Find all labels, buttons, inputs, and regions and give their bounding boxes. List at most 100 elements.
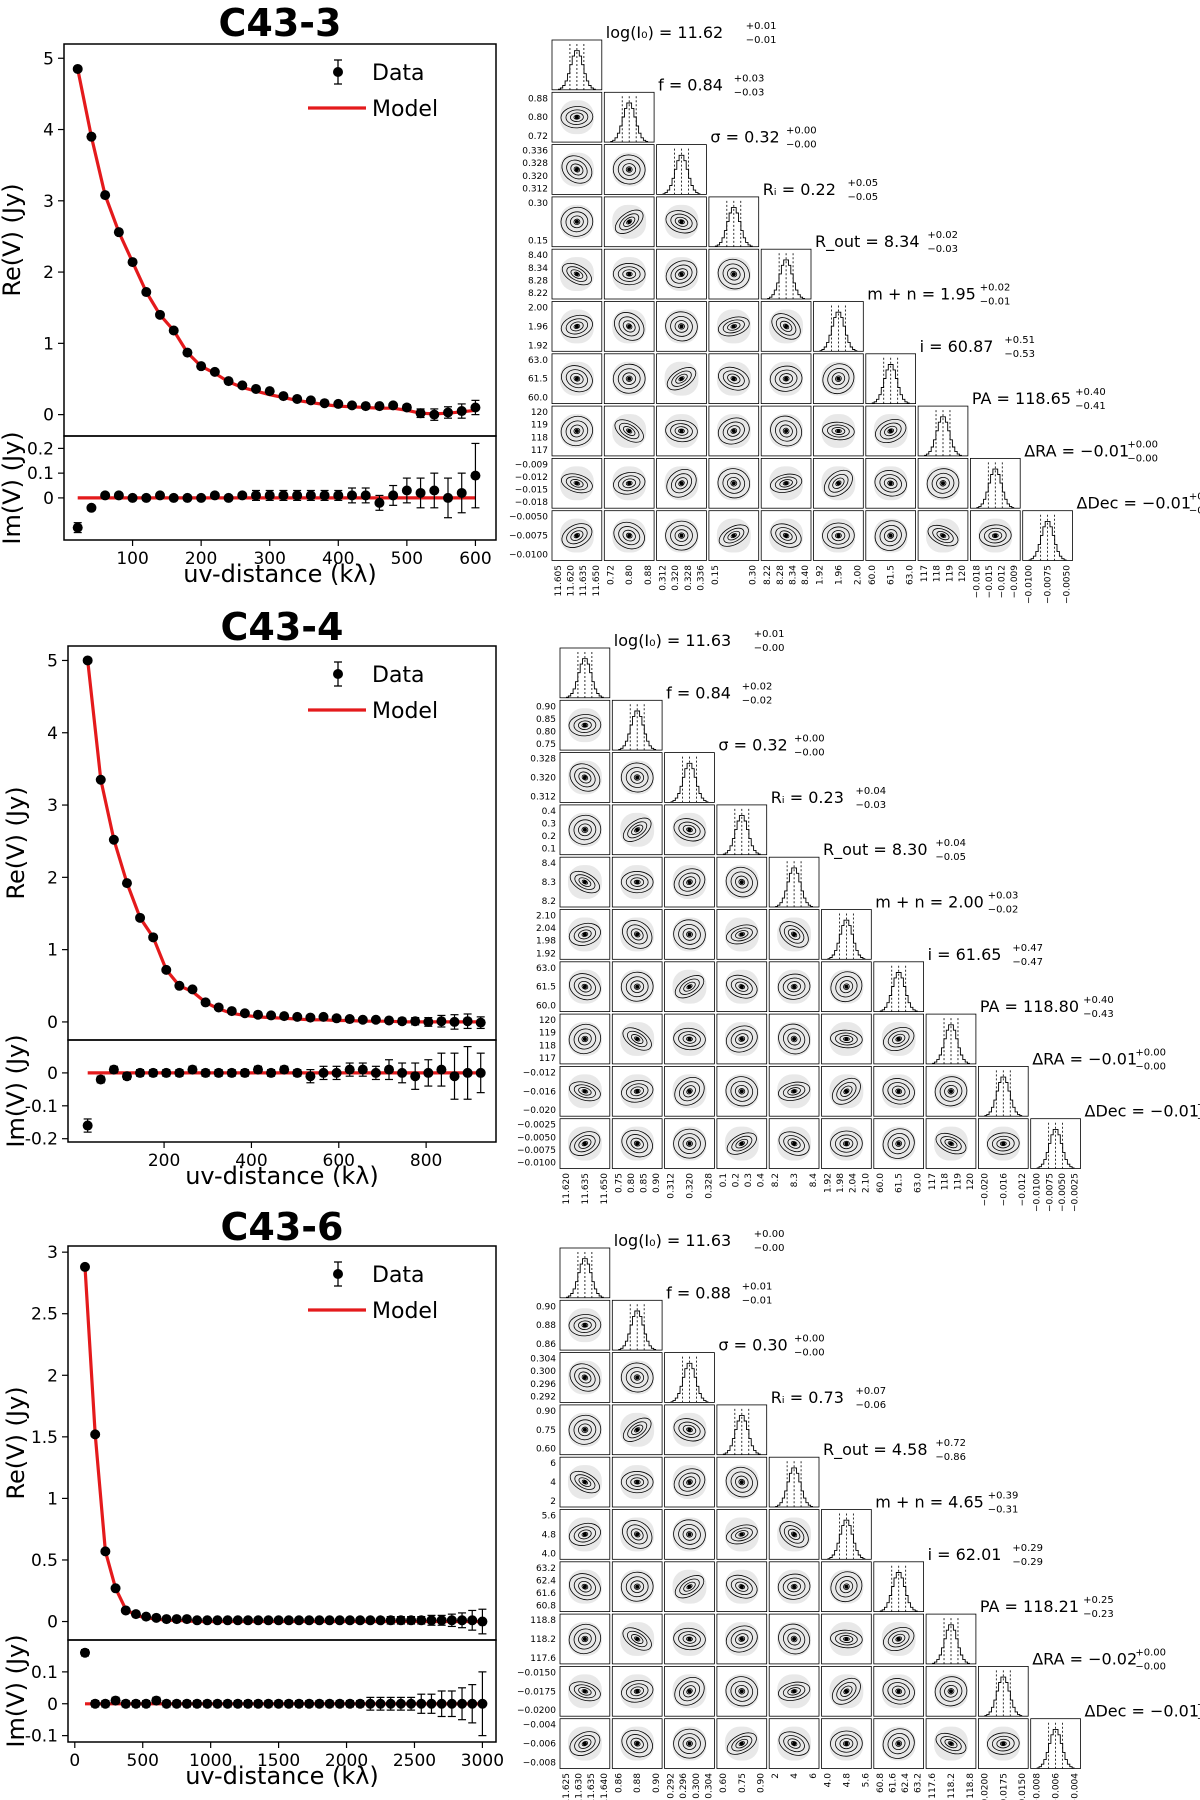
data-point: [209, 490, 220, 501]
corner-x-tick-label: 62.4: [901, 1773, 911, 1793]
data-point: [324, 1698, 335, 1709]
corner-y-tick-label: 117: [531, 446, 548, 456]
corner-x-tick-label: 1.92: [824, 1173, 834, 1193]
posterior-contour: [622, 426, 636, 436]
corner-x-tick-label: 0.336: [696, 565, 706, 591]
param-err-minus: −0.47: [1012, 957, 1043, 968]
posterior-contour: [565, 420, 589, 442]
posterior-contour: [678, 271, 685, 277]
data-point: [237, 380, 248, 391]
posterior-peak: [582, 723, 587, 728]
posterior-contour: [578, 980, 592, 993]
posterior-contour: [782, 427, 790, 435]
posterior-contour: [573, 1628, 597, 1650]
corner-y-tick-label: 118: [539, 1041, 556, 1051]
data-point: [82, 655, 93, 666]
data-point: [86, 131, 97, 142]
posterior-peak: [844, 1584, 849, 1589]
posterior-peak: [739, 1741, 744, 1746]
data-point: [314, 1698, 325, 1709]
posterior-peak: [582, 1480, 587, 1485]
corner-y-tick-label: 61.6: [536, 1589, 556, 1599]
data-point: [436, 1016, 447, 1027]
posterior-contour: [683, 981, 696, 992]
posterior-contour: [926, 468, 960, 499]
posterior-contour: [738, 984, 746, 990]
posterior-contour: [730, 1680, 754, 1702]
x-axis-label: uv-distance (kλ): [185, 1162, 379, 1190]
posterior-peak: [679, 219, 684, 224]
posterior-peak: [739, 1480, 744, 1485]
posterior-contour: [682, 1424, 697, 1435]
data-point: [333, 398, 344, 409]
corner-x-tick-label: 117.6: [928, 1773, 938, 1799]
posterior-contour: [574, 1367, 596, 1388]
corner-y-tick-label: 120: [531, 408, 548, 418]
param-err-plus: +0.39: [988, 1491, 1019, 1502]
posterior-contour: [568, 814, 602, 845]
posterior-contour: [782, 977, 806, 996]
posterior-contour: [738, 1584, 746, 1590]
data-point: [374, 497, 385, 508]
data-point: [155, 490, 165, 501]
joint-posterior-frame: [716, 1118, 768, 1169]
data-point: [141, 1698, 152, 1709]
posterior-peak: [739, 1141, 744, 1146]
posterior-contour: [717, 468, 751, 499]
posterior-contour: [835, 1032, 858, 1046]
corner-y-tick-label: −0.020: [523, 1106, 557, 1116]
y-tick-label: 0.1: [27, 464, 54, 484]
posterior-peak: [731, 481, 736, 486]
posterior-contour: [614, 312, 645, 341]
data-point: [148, 932, 159, 943]
posterior-contour: [581, 722, 589, 728]
data-point: [467, 1698, 478, 1709]
param-err-plus: +0.07: [856, 1386, 887, 1397]
posterior-contour: [578, 1371, 592, 1384]
param-err-minus: −0.01: [742, 1295, 773, 1306]
chart-panel-3: C43-6 0 0.5 1 1.5 2 2.5 3 Re(V) (Jy) -0.1 0 0.1Im(V…: [2, 1205, 504, 1790]
imag-subplot: -0.1 0 0.1Im(V) (Jy): [2, 1634, 497, 1748]
param-err-plus: +0.05: [848, 178, 879, 189]
posterior-contour: [678, 219, 685, 225]
data-point: [82, 1120, 93, 1131]
posterior-contour: [612, 363, 646, 394]
posterior-contour: [735, 981, 749, 992]
posterior-contour: [569, 870, 600, 894]
posterior-contour: [573, 375, 581, 382]
posterior-contour: [560, 314, 593, 338]
corner-y-tick-label: 60.0: [528, 394, 548, 404]
corner-x-tick-label: 11.620: [567, 565, 577, 597]
posterior-contour: [673, 1627, 706, 1651]
posterior-contour: [895, 1036, 902, 1042]
legend-label-data: Data: [372, 61, 425, 86]
param-label: R_out = 4.58: [823, 1440, 928, 1460]
posterior-contour: [726, 1732, 757, 1755]
posterior-contour: [622, 920, 653, 949]
posterior-contour: [934, 1676, 968, 1707]
corner-x-tick-label: 0.88: [633, 1773, 643, 1793]
param-label: m + n = 2.00: [875, 893, 984, 912]
marginal-histogram: [670, 1362, 709, 1403]
data-point: [416, 1698, 427, 1709]
posterior-peak: [792, 1637, 797, 1641]
posterior-contour: [791, 1531, 798, 1538]
data-point: [192, 1698, 203, 1709]
posterior-contour: [569, 1731, 601, 1756]
posterior-contour: [830, 1730, 863, 1757]
param-label: log(I₀) = 11.63: [614, 631, 731, 650]
legend-label-data: Data: [372, 1263, 425, 1288]
posterior-contour: [568, 1522, 601, 1546]
posterior-contour: [570, 321, 584, 332]
posterior-contour: [779, 320, 793, 333]
y-tick-label: 0: [47, 1613, 58, 1633]
data-point: [113, 227, 124, 238]
posterior-contour: [726, 974, 758, 999]
data-point: [292, 490, 303, 501]
posterior-peak: [582, 827, 587, 832]
corner-y-tick-label: 118: [531, 433, 548, 443]
data-point: [331, 1067, 342, 1078]
corner-y-tick-label: 2.10: [536, 912, 556, 922]
posterior-contour: [620, 1362, 654, 1393]
posterior-contour: [673, 1418, 706, 1442]
